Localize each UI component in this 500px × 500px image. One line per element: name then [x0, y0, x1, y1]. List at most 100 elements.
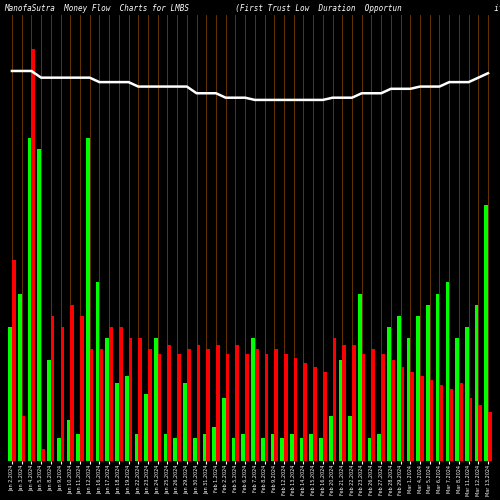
- Bar: [304, 362, 307, 460]
- Bar: [284, 354, 288, 461]
- Bar: [177, 354, 181, 461]
- Bar: [106, 338, 109, 460]
- Bar: [400, 367, 404, 460]
- Bar: [202, 434, 206, 460]
- Bar: [222, 398, 226, 460]
- Bar: [76, 434, 80, 460]
- Bar: [22, 416, 26, 461]
- Bar: [86, 138, 90, 460]
- Bar: [332, 338, 336, 460]
- Bar: [372, 349, 375, 461]
- Bar: [449, 390, 453, 460]
- Bar: [368, 438, 372, 460]
- Bar: [232, 438, 235, 460]
- Bar: [158, 354, 162, 461]
- Bar: [12, 260, 16, 460]
- Bar: [90, 349, 94, 461]
- Bar: [66, 420, 70, 461]
- Bar: [32, 48, 35, 461]
- Bar: [410, 372, 414, 460]
- Bar: [57, 438, 60, 460]
- Bar: [270, 434, 274, 460]
- Bar: [387, 327, 391, 460]
- Bar: [119, 327, 122, 460]
- Bar: [193, 438, 196, 460]
- Bar: [80, 316, 84, 460]
- Bar: [430, 380, 434, 460]
- Bar: [187, 349, 190, 461]
- Bar: [144, 394, 148, 460]
- Bar: [251, 338, 255, 460]
- Bar: [196, 345, 200, 461]
- Bar: [38, 149, 41, 460]
- Text: ManofaSutra  Money Flow  Charts for LMBS          (First Trust Low  Duration  Op: ManofaSutra Money Flow Charts for LMBS (…: [4, 4, 500, 13]
- Bar: [446, 282, 449, 461]
- Bar: [41, 450, 45, 460]
- Bar: [212, 427, 216, 460]
- Bar: [115, 382, 119, 460]
- Bar: [206, 349, 210, 461]
- Bar: [406, 338, 410, 460]
- Bar: [128, 338, 132, 460]
- Bar: [488, 412, 492, 461]
- Bar: [96, 282, 100, 461]
- Bar: [138, 338, 142, 460]
- Bar: [134, 434, 138, 460]
- Bar: [100, 349, 103, 461]
- Bar: [125, 376, 128, 460]
- Bar: [459, 382, 462, 460]
- Bar: [242, 434, 245, 460]
- Bar: [109, 327, 113, 460]
- Bar: [319, 438, 323, 460]
- Bar: [236, 345, 239, 461]
- Bar: [148, 349, 152, 461]
- Bar: [416, 316, 420, 460]
- Bar: [51, 316, 54, 460]
- Bar: [47, 360, 51, 460]
- Bar: [261, 438, 264, 460]
- Bar: [294, 358, 298, 460]
- Bar: [280, 438, 284, 460]
- Bar: [28, 138, 32, 460]
- Bar: [440, 385, 443, 460]
- Bar: [183, 382, 187, 460]
- Bar: [18, 294, 22, 460]
- Bar: [245, 354, 249, 461]
- Bar: [436, 294, 440, 460]
- Bar: [226, 354, 230, 461]
- Bar: [474, 304, 478, 460]
- Bar: [378, 434, 381, 460]
- Bar: [391, 360, 394, 460]
- Bar: [420, 376, 424, 460]
- Bar: [484, 204, 488, 460]
- Bar: [255, 349, 258, 461]
- Bar: [300, 438, 304, 460]
- Bar: [329, 416, 332, 461]
- Bar: [455, 338, 459, 460]
- Bar: [397, 316, 400, 460]
- Bar: [348, 416, 352, 461]
- Bar: [362, 354, 366, 461]
- Bar: [154, 338, 158, 460]
- Bar: [274, 349, 278, 461]
- Bar: [358, 294, 362, 460]
- Bar: [164, 434, 168, 460]
- Bar: [323, 372, 326, 460]
- Bar: [70, 304, 74, 460]
- Bar: [60, 327, 64, 460]
- Bar: [290, 434, 294, 460]
- Bar: [174, 438, 177, 460]
- Bar: [468, 398, 472, 460]
- Bar: [216, 345, 220, 461]
- Bar: [168, 345, 171, 461]
- Bar: [352, 345, 356, 461]
- Bar: [465, 327, 468, 460]
- Bar: [310, 434, 313, 460]
- Bar: [381, 354, 385, 461]
- Bar: [342, 345, 346, 461]
- Bar: [8, 327, 12, 460]
- Bar: [338, 360, 342, 460]
- Bar: [313, 367, 317, 460]
- Bar: [426, 304, 430, 460]
- Bar: [478, 405, 482, 460]
